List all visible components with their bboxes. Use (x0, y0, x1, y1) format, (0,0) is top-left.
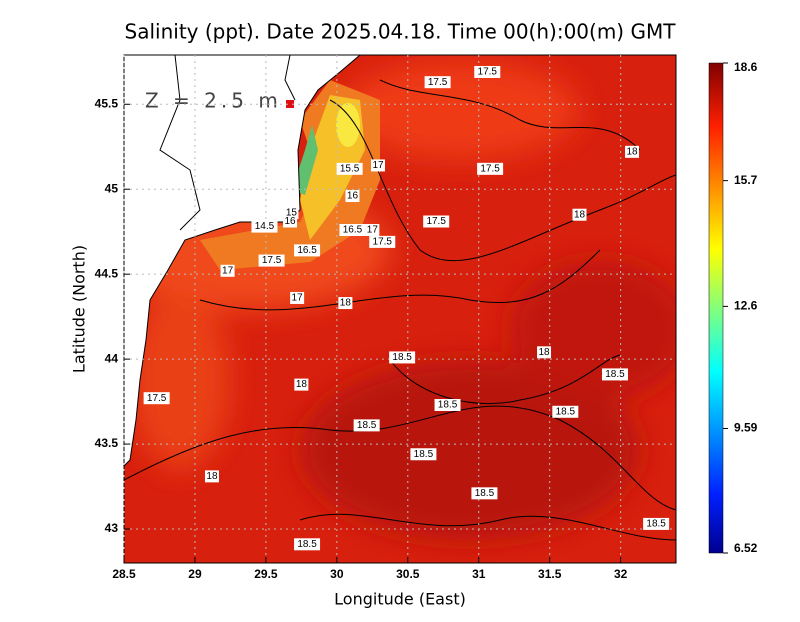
contour-label: 18.5 (475, 488, 495, 499)
contour-label-bg (477, 162, 504, 175)
contour-label-bg (339, 223, 366, 236)
contour-label-bg (336, 162, 363, 175)
y-tick-label: 45.5 (95, 96, 119, 110)
contour-label: 17.5 (428, 77, 448, 88)
colorbar-tick-label: 18.6 (734, 60, 758, 74)
contour-label-bg (601, 368, 628, 381)
chart-title: Salinity (ppt). Date 2025.04.18. Time 00… (125, 20, 677, 44)
contour-label-bg (258, 254, 285, 267)
contour-label: 17 (222, 265, 234, 276)
contour-label: 17.5 (373, 237, 393, 248)
contour-label: 18 (538, 347, 550, 358)
colorbar-tick-label: 12.6 (734, 299, 758, 313)
y-tick-label: 43.5 (95, 436, 119, 450)
contour-label-bg (294, 244, 321, 257)
contour-label: 15.5 (340, 163, 360, 174)
depth-annotation: Z = 2.5 m (145, 89, 282, 113)
x-tick-label: 31.5 (538, 567, 562, 581)
contour-label: 18.5 (297, 539, 317, 550)
contour-label: 17 (372, 160, 384, 171)
contour-label-bg (294, 538, 321, 551)
contour-label: 18.5 (392, 352, 412, 363)
contour-label-bg (474, 65, 501, 78)
contour-label-bg (294, 378, 309, 391)
contour-label: 17.5 (262, 255, 282, 266)
contour-label-bg (537, 346, 552, 359)
contour-label-bg (290, 291, 305, 304)
x-tick-label: 29.5 (254, 567, 278, 581)
contour-label-bg (204, 470, 219, 483)
contour-label-bg (410, 448, 437, 461)
contour-label-bg (423, 215, 450, 228)
x-tick-label: 28.5 (112, 567, 136, 581)
contour-label: 18.5 (646, 519, 666, 530)
salinity-field (124, 55, 676, 563)
y-tick-label: 44 (105, 351, 119, 365)
contour-label-bg (625, 145, 640, 158)
colorbar-tick-label: 6.52 (734, 541, 758, 555)
contour-label: 16.5 (297, 245, 317, 256)
contour-label: 18.5 (414, 449, 434, 460)
x-tick-label: 30 (330, 567, 344, 581)
colorbar-tick-label: 15.7 (734, 173, 758, 187)
contour-label: 17.5 (426, 216, 446, 227)
contour-label: 18 (206, 471, 218, 482)
contour-label-bg (365, 223, 380, 236)
x-tick-label: 32 (614, 567, 628, 581)
contour-label: 18 (574, 209, 586, 220)
contour-label-bg (424, 76, 451, 89)
y-axis-label: Latitude (North) (70, 245, 89, 373)
y-tick-label: 44.5 (95, 266, 119, 280)
contour-label: 17 (292, 293, 304, 304)
contour-label-bg (471, 487, 498, 500)
contour-label: 18 (296, 379, 308, 390)
contour-label: 17 (367, 225, 379, 236)
contour-label: 15 (286, 208, 298, 219)
contour-label-bg (220, 264, 235, 277)
contour-label: 18.5 (605, 369, 625, 380)
contour-label-bg (389, 351, 416, 364)
colorbar-tick-label: 9.59 (734, 421, 758, 435)
contour-label: 18.5 (556, 406, 576, 417)
contour-label: 18 (626, 146, 638, 157)
contour-label: 14.5 (255, 221, 275, 232)
contour-label-bg (371, 159, 386, 172)
contour-label-bg (251, 220, 278, 233)
contour-label: 16 (284, 216, 296, 227)
y-tick-label: 45 (105, 181, 119, 195)
contour-label: 17.5 (478, 67, 498, 78)
contour-label-bg (369, 235, 396, 248)
contour-label-bg (643, 517, 670, 530)
contour-label: 17.5 (480, 163, 500, 174)
contour-label: 16.5 (343, 225, 363, 236)
x-tick-label: 30.5 (396, 567, 420, 581)
colorbar (708, 62, 724, 554)
contour-label-bg (434, 398, 461, 411)
contour-label-bg (552, 405, 579, 418)
contour-label-bg (572, 208, 587, 221)
contour-label: 16 (347, 191, 359, 202)
contour-label-bg (345, 190, 360, 203)
x-tick-label: 31 (472, 567, 486, 581)
contour-label: 18.5 (357, 420, 377, 431)
y-tick-label: 43 (105, 521, 119, 535)
contour-label-bg (143, 392, 170, 405)
contour-label: 17.5 (147, 393, 167, 404)
contour-label: 18.5 (438, 400, 458, 411)
contour-label-bg (283, 215, 298, 228)
x-axis-label: Longitude (East) (334, 590, 466, 609)
contour-label-bg (353, 419, 380, 432)
contour-label: 18 (340, 298, 352, 309)
contour-label-bg (338, 297, 353, 310)
x-tick-label: 29 (188, 567, 202, 581)
